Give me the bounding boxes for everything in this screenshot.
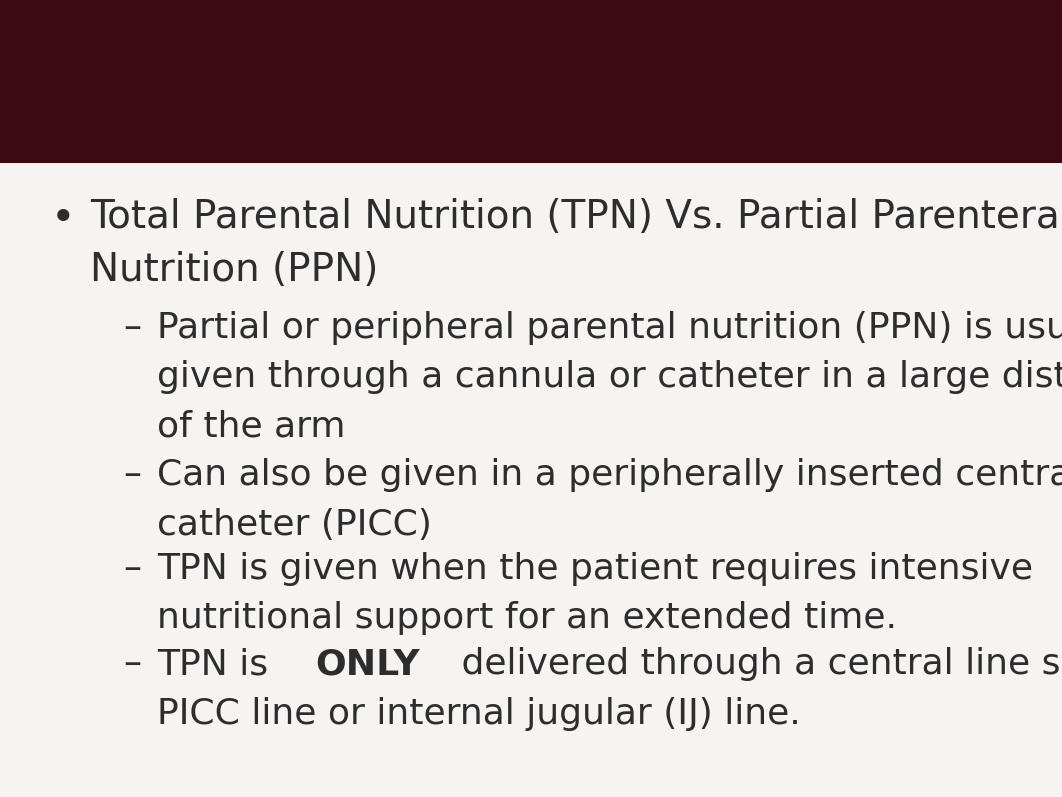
Text: –: – [123,311,141,345]
Text: nutritional support for an extended time.: nutritional support for an extended time… [157,601,897,635]
Text: TPN is given when the patient requires intensive: TPN is given when the patient requires i… [157,552,1033,586]
Text: •: • [51,198,75,240]
Text: Nutrition (PPN): Nutrition (PPN) [90,251,379,289]
Text: –: – [123,647,141,681]
Text: delivered through a central line such as a: delivered through a central line such as… [450,647,1062,681]
Text: Parenteral Nutrition: Parenteral Nutrition [202,51,860,112]
Text: of the arm: of the arm [157,410,345,444]
Text: catheter (PICC): catheter (PICC) [157,508,432,542]
Text: PICC line or internal jugular (IJ) line.: PICC line or internal jugular (IJ) line. [157,697,801,731]
Text: given through a cannula or catheter in a large distal vein: given through a cannula or catheter in a… [157,360,1062,395]
Text: –: – [123,552,141,586]
Text: –: – [123,458,141,493]
Text: TPN is: TPN is [157,647,279,681]
Text: Total Parental Nutrition (TPN) Vs. Partial Parenteral: Total Parental Nutrition (TPN) Vs. Parti… [90,198,1062,236]
Text: ONLY: ONLY [315,647,419,681]
Text: Partial or peripheral parental nutrition (PPN) is usually: Partial or peripheral parental nutrition… [157,311,1062,345]
Text: Can also be given in a peripherally inserted central: Can also be given in a peripherally inse… [157,458,1062,493]
